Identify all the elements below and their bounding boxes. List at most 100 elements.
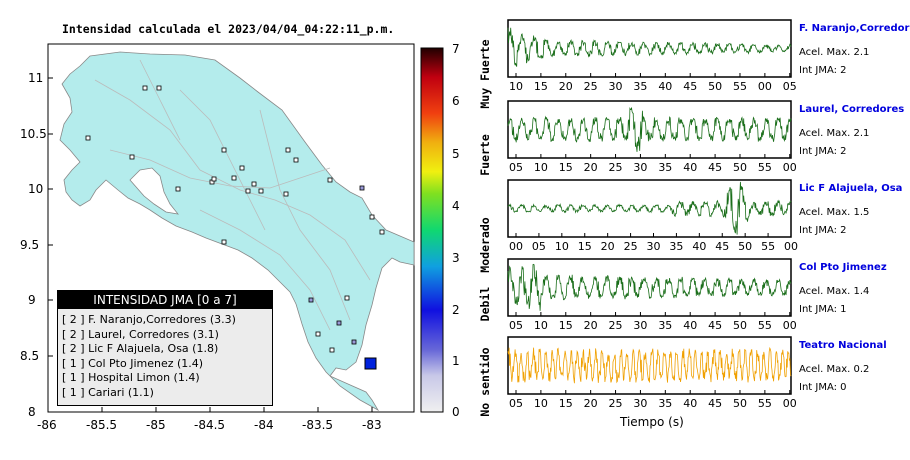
waveform-line — [507, 263, 792, 311]
trace-int-jma: Int JMA: 2 — [799, 225, 847, 236]
time-tick-label: 30 — [633, 397, 647, 410]
station-marker — [379, 229, 385, 235]
time-tick-label: 20 — [601, 240, 615, 253]
colorbar-tick: 6 — [452, 94, 460, 108]
time-tick-label: 25 — [609, 161, 623, 174]
time-tick-label: 15 — [578, 240, 592, 253]
time-tick-label: 05 — [783, 80, 797, 93]
station-marker — [221, 239, 227, 245]
station-marker — [344, 295, 350, 301]
time-tick-label: 20 — [584, 397, 598, 410]
time-tick-label: 35 — [669, 240, 683, 253]
colorbar-tick: 7 — [452, 42, 460, 56]
time-tick-label: 25 — [584, 80, 598, 93]
x-tick: -83.5 — [302, 418, 334, 432]
time-tick-label: 45 — [708, 319, 722, 332]
time-tick-label: 45 — [715, 240, 729, 253]
y-tick: 8 — [28, 405, 36, 419]
time-tick-label: 15 — [534, 80, 548, 93]
waveform-line — [507, 346, 792, 384]
station-marker — [231, 175, 237, 181]
station-marker — [329, 347, 335, 353]
time-tick-label: 50 — [738, 240, 752, 253]
time-tick-label: 45 — [708, 161, 722, 174]
legend-item: [ 1 ] Hospital Limon (1.4) — [62, 371, 200, 384]
time-tick-label: 15 — [559, 397, 573, 410]
trace-station-name: Col Pto Jimenez — [799, 262, 887, 273]
time-tick-label: 10 — [509, 80, 523, 93]
time-tick-label: 15 — [559, 161, 573, 174]
legend-item: [ 2 ] Laurel, Corredores (3.1) — [62, 327, 219, 341]
station-marker — [239, 165, 245, 171]
time-tick-label: 05 — [509, 161, 523, 174]
time-tick-label: 35 — [658, 319, 672, 332]
felt-station-markers — [308, 185, 365, 345]
station-marker — [142, 85, 148, 91]
colorbar — [420, 47, 444, 413]
time-tick-label: 25 — [609, 319, 623, 332]
time-tick-label: 00 — [784, 240, 798, 253]
station-marker — [327, 177, 333, 183]
colorbar-tick: 1 — [452, 354, 460, 368]
time-tick-label: 15 — [559, 319, 573, 332]
colorbar-tick: 4 — [452, 199, 460, 213]
trace-station-name: F. Naranjo,Corredores — [799, 23, 910, 34]
time-tick-label: 30 — [633, 319, 647, 332]
station-marker — [315, 331, 321, 337]
station-marker — [221, 147, 227, 153]
time-tick-label: 00 — [758, 80, 772, 93]
time-tick-label: 00 — [783, 319, 797, 332]
time-tick-label: 30 — [609, 80, 623, 93]
x-tick: -85.5 — [86, 418, 118, 432]
time-tick-label: 20 — [559, 80, 573, 93]
time-tick-label: 45 — [683, 80, 697, 93]
time-tick-label: 10 — [555, 240, 569, 253]
time-tick-label: 25 — [624, 240, 638, 253]
time-tick-label: 30 — [647, 240, 661, 253]
time-tick-label: 40 — [692, 240, 706, 253]
time-tick-label: 05 — [532, 240, 546, 253]
time-tick-label: 50 — [733, 161, 747, 174]
time-tick-label: 00 — [783, 161, 797, 174]
waveform-line — [507, 106, 792, 152]
epicenter-marker — [364, 357, 377, 370]
time-tick-label: 55 — [733, 80, 747, 93]
legend-item: [ 2 ] Lic F Alajuela, Osa (1.8) — [62, 342, 219, 355]
station-marker-felt — [336, 320, 342, 326]
legend-item: [ 1 ] Cariari (1.1) — [62, 385, 154, 399]
time-tick-label: 40 — [683, 397, 697, 410]
time-tick-label: 30 — [633, 161, 647, 174]
x-tick: -83 — [362, 418, 382, 432]
trace-int-jma: Int JMA: 2 — [799, 146, 847, 157]
y-tick: 11 — [28, 71, 44, 85]
trace-acel-max: Acel. Max. 2.1 — [799, 128, 870, 139]
waveform-line — [507, 27, 792, 67]
waveform-line — [507, 181, 792, 235]
station-marker — [85, 135, 91, 141]
trace-acel-max: Acel. Max. 1.4 — [799, 286, 870, 297]
station-marker — [156, 85, 162, 91]
trace-frame — [507, 336, 792, 395]
colorbar-tick: 2 — [452, 303, 460, 317]
legend-header: INTENSIDAD JMA [0 a 7] — [58, 291, 272, 309]
time-tick-label: 55 — [758, 161, 772, 174]
colorbar-tick: 0 — [452, 405, 460, 419]
time-tick-label: 20 — [584, 161, 598, 174]
time-tick-label: 55 — [761, 240, 775, 253]
intensity-legend: INTENSIDAD JMA [0 a 7] [ 2 ] F. Naranjo,… — [57, 290, 273, 406]
time-tick-label: 35 — [633, 80, 647, 93]
trace-int-jma: Int JMA: 0 — [799, 382, 847, 393]
time-axis-title: Tiempo (s) — [620, 415, 684, 429]
y-tick: 9.5 — [20, 238, 40, 252]
station-marker — [245, 188, 251, 194]
station-marker — [285, 147, 291, 153]
time-tick-label: 05 — [509, 397, 523, 410]
station-marker — [258, 188, 264, 194]
y-tick: 10 — [28, 182, 44, 196]
time-tick-label: 40 — [683, 319, 697, 332]
map-title: Intensidad calculada el 2023/04/04_04:22… — [62, 22, 395, 36]
gulf-nicoya — [129, 167, 179, 215]
time-tick-label: 45 — [708, 397, 722, 410]
trace-int-jma: Int JMA: 2 — [799, 65, 847, 76]
